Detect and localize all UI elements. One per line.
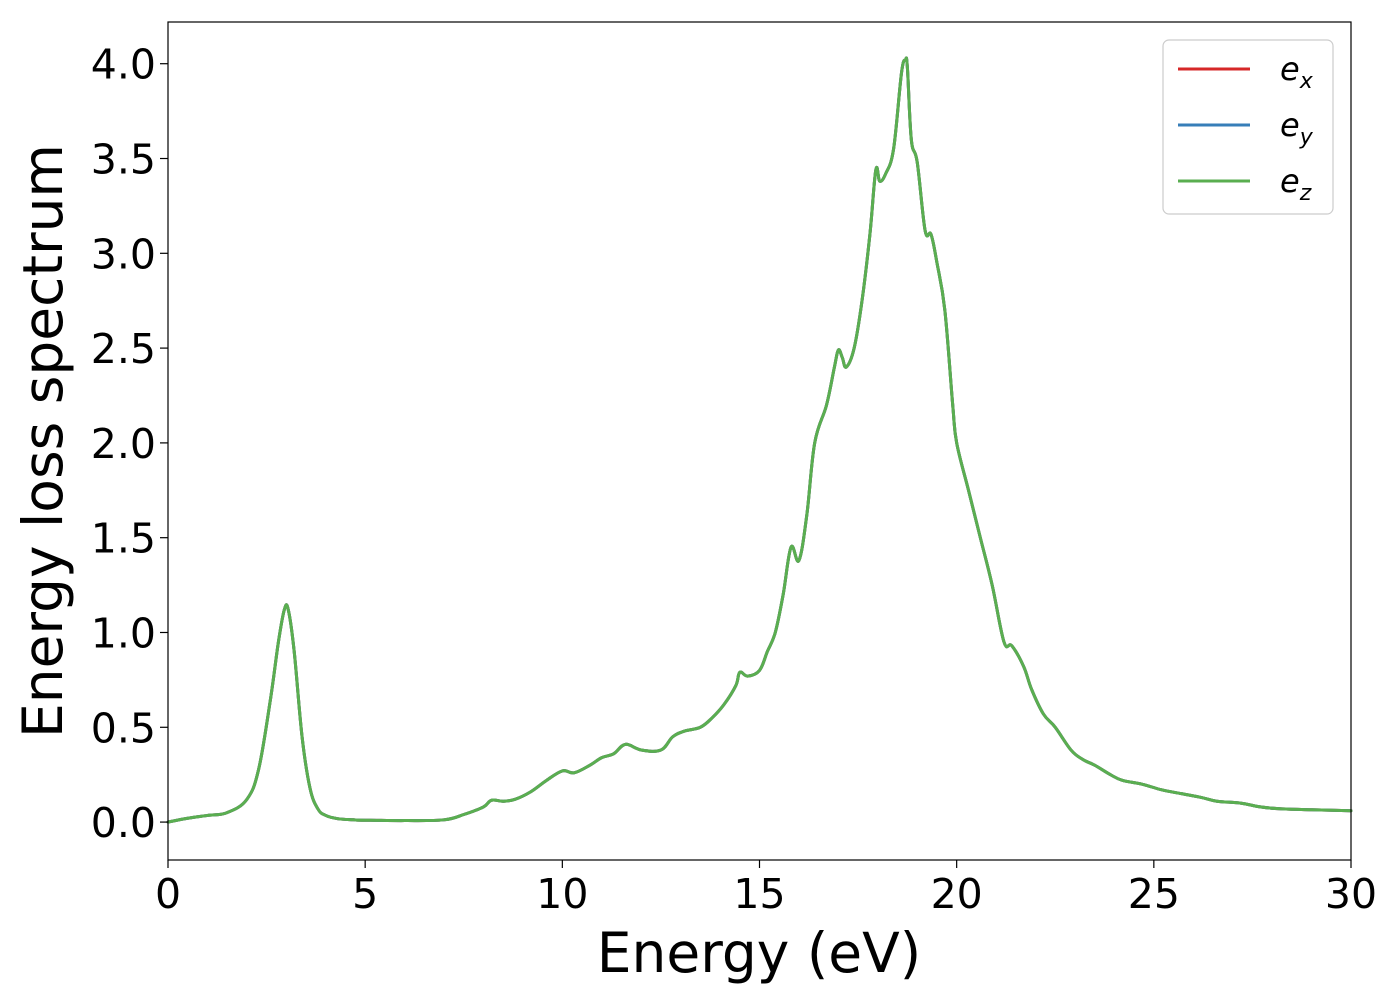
legend: ex ey ez bbox=[1162, 39, 1334, 215]
y-tick-label: 2.0 bbox=[91, 420, 156, 468]
y-tick-label: 0.5 bbox=[91, 704, 156, 752]
y-tick-label: 4.0 bbox=[91, 41, 156, 89]
series-line-ez bbox=[166, 56, 1353, 824]
legend-label: ez bbox=[1280, 162, 1312, 206]
x-tick-label: 30 bbox=[1325, 870, 1377, 918]
series-layer bbox=[166, 56, 1353, 824]
x-tick-label: 5 bbox=[352, 870, 378, 918]
x-tick-label: 10 bbox=[536, 870, 588, 918]
y-axis-title: Energy loss spectrum bbox=[11, 144, 75, 738]
y-tick-label: 3.5 bbox=[91, 136, 156, 184]
legend-label: ex bbox=[1280, 50, 1314, 94]
x-axis: 0 5 10 15 20 25 30 bbox=[155, 860, 1377, 918]
legend-label: ey bbox=[1280, 106, 1314, 150]
x-tick-label: 20 bbox=[931, 870, 983, 918]
x-axis-title: Energy (eV) bbox=[597, 921, 921, 985]
y-tick-label: 0.0 bbox=[91, 799, 156, 847]
x-tick-label: 0 bbox=[155, 870, 181, 918]
y-tick-label: 1.5 bbox=[91, 515, 156, 563]
y-tick-label: 3.0 bbox=[91, 230, 156, 278]
legend-box bbox=[1162, 39, 1334, 215]
y-tick-label: 1.0 bbox=[91, 609, 156, 657]
y-axis: 0.0 0.5 1.0 1.5 2.0 2.5 3.0 3.5 4.0 bbox=[91, 41, 168, 847]
x-tick-label: 15 bbox=[733, 870, 785, 918]
plot-background bbox=[168, 22, 1351, 860]
y-tick-label: 2.5 bbox=[91, 325, 156, 373]
x-tick-label: 25 bbox=[1128, 870, 1180, 918]
